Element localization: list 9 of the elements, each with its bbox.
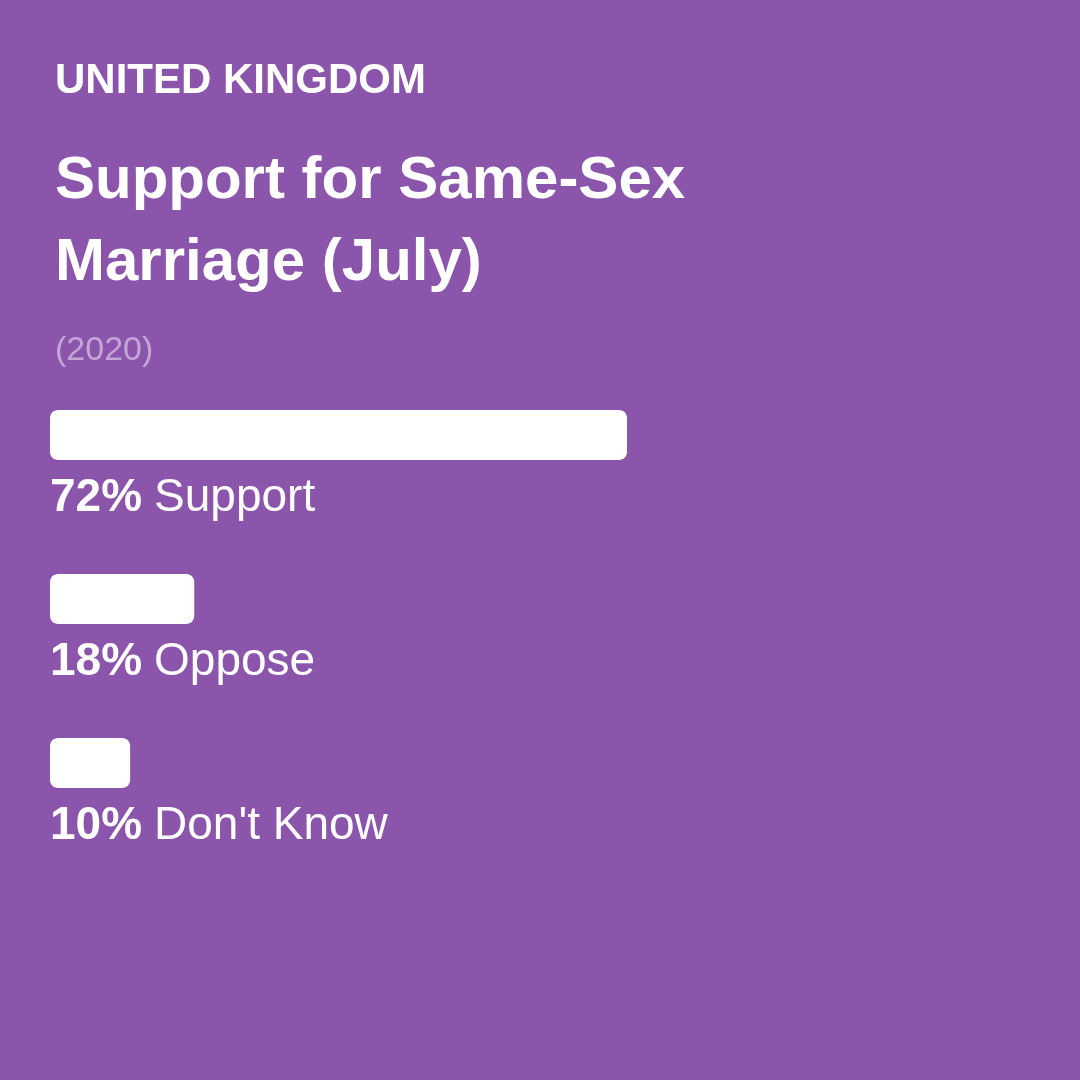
data-label: 18% [50, 633, 143, 685]
chart-subtitle: UNITED KINGDOM [55, 55, 426, 102]
chart-title: Support for Same-Sex Marriage (July) [55, 144, 686, 293]
data-label: 72% [50, 469, 143, 521]
text: (2020) [55, 329, 154, 367]
y-tick-label: Support [154, 469, 316, 521]
y-tick-label: Oppose [154, 633, 316, 685]
data-label: 10% [50, 797, 143, 849]
y-tick-label: Don't Know [154, 797, 389, 849]
